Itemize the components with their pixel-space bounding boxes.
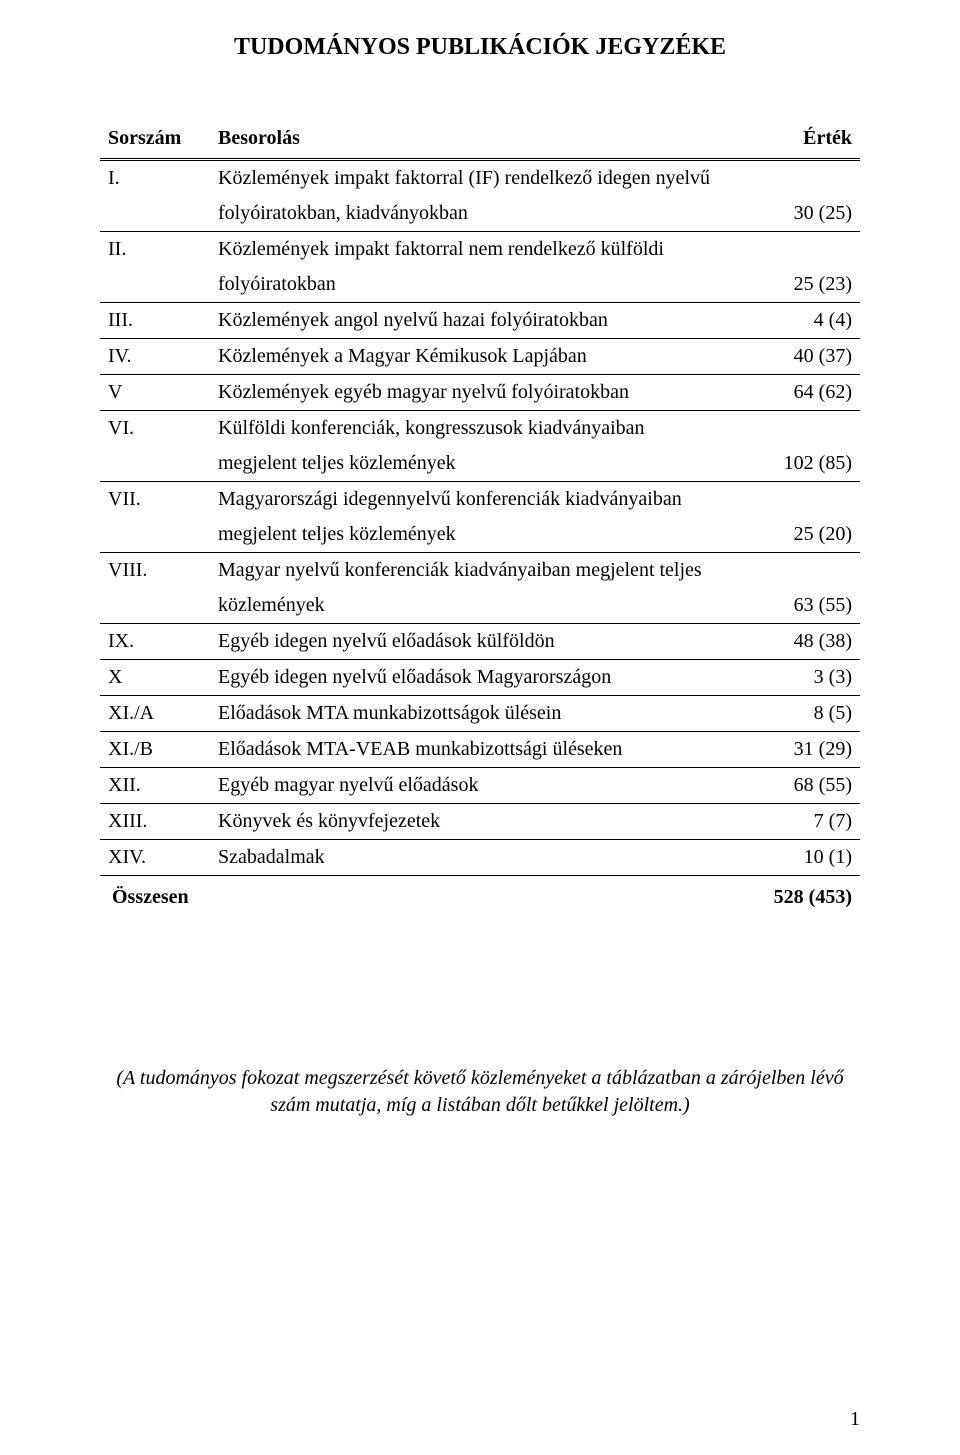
row-description: Közlemények angol nyelvű hazai folyóirat… <box>210 303 750 339</box>
header-sorszam: Sorszám <box>100 121 210 160</box>
table-row: XI./BElőadások MTA-VEAB munkabizottsági … <box>100 732 860 768</box>
row-number: VIII. <box>100 553 210 589</box>
row-number <box>100 267 210 303</box>
row-value: 68 (55) <box>750 768 860 804</box>
row-value: 63 (55) <box>750 588 860 624</box>
row-description: folyóiratokban, kiadványokban <box>210 196 750 232</box>
row-number <box>100 588 210 624</box>
row-number: XI./B <box>100 732 210 768</box>
row-description: Előadások MTA-VEAB munkabizottsági ülése… <box>210 732 750 768</box>
table-row: XEgyéb idegen nyelvű előadások Magyarors… <box>100 660 860 696</box>
row-description: Külföldi konferenciák, kongresszusok kia… <box>210 411 750 447</box>
row-description: Közlemények impakt faktorral nem rendelk… <box>210 232 750 268</box>
row-value: 48 (38) <box>750 624 860 660</box>
row-number: IV. <box>100 339 210 375</box>
row-number: XII. <box>100 768 210 804</box>
table-row: folyóiratokban25 (23) <box>100 267 860 303</box>
row-description: folyóiratokban <box>210 267 750 303</box>
row-description: Közlemények egyéb magyar nyelvű folyóira… <box>210 375 750 411</box>
row-description: Szabadalmak <box>210 840 750 876</box>
row-number: II. <box>100 232 210 268</box>
row-value: 102 (85) <box>750 446 860 482</box>
row-number <box>100 196 210 232</box>
row-description: Magyarországi idegennyelvű konferenciák … <box>210 482 750 518</box>
row-value: 25 (23) <box>750 267 860 303</box>
row-value <box>750 553 860 589</box>
table-row: VII.Magyarországi idegennyelvű konferenc… <box>100 482 860 518</box>
row-value: 3 (3) <box>750 660 860 696</box>
row-number: V <box>100 375 210 411</box>
row-number: IX. <box>100 624 210 660</box>
row-number: VI. <box>100 411 210 447</box>
total-value: 528 (453) <box>750 876 860 916</box>
row-description: Közlemények a Magyar Kémikusok Lapjában <box>210 339 750 375</box>
row-number <box>100 517 210 553</box>
row-description: Magyar nyelvű konferenciák kiadványaiban… <box>210 553 750 589</box>
row-number: I. <box>100 160 210 197</box>
row-value: 25 (20) <box>750 517 860 553</box>
row-description: Egyéb idegen nyelvű előadások Magyarorsz… <box>210 660 750 696</box>
row-value <box>750 232 860 268</box>
row-value <box>750 160 860 197</box>
total-label: Összesen <box>100 876 210 916</box>
footnote: (A tudományos fokozat megszerzését követ… <box>100 1065 860 1119</box>
row-number <box>100 446 210 482</box>
row-number: III. <box>100 303 210 339</box>
table-header-row: SorszámBesorolásÉrték <box>100 121 860 160</box>
header-ertek: Érték <box>750 121 860 160</box>
table-row: XII.Egyéb magyar nyelvű előadások68 (55) <box>100 768 860 804</box>
row-number: XIII. <box>100 804 210 840</box>
table-row: VIII.Magyar nyelvű konferenciák kiadvány… <box>100 553 860 589</box>
row-description: Egyéb idegen nyelvű előadások külföldön <box>210 624 750 660</box>
row-description: megjelent teljes közlemények <box>210 517 750 553</box>
table-row: I.Közlemények impakt faktorral (IF) rend… <box>100 160 860 197</box>
row-description: Előadások MTA munkabizottságok ülésein <box>210 696 750 732</box>
table-total-row: Összesen 528 (453) <box>100 876 860 916</box>
header-besorolas: Besorolás <box>210 121 750 160</box>
publications-table: SorszámBesorolásÉrtékI.Közlemények impak… <box>100 121 860 915</box>
row-number: XI./A <box>100 696 210 732</box>
row-value <box>750 482 860 518</box>
table-row: III.Közlemények angol nyelvű hazai folyó… <box>100 303 860 339</box>
table-row: XI./AElőadások MTA munkabizottságok ülés… <box>100 696 860 732</box>
table-row: megjelent teljes közlemények25 (20) <box>100 517 860 553</box>
row-number: X <box>100 660 210 696</box>
row-value: 7 (7) <box>750 804 860 840</box>
table-row: VI.Külföldi konferenciák, kongresszusok … <box>100 411 860 447</box>
row-number: XIV. <box>100 840 210 876</box>
table-row: IX.Egyéb idegen nyelvű előadások külföld… <box>100 624 860 660</box>
table-row: XIV.Szabadalmak10 (1) <box>100 840 860 876</box>
row-value: 10 (1) <box>750 840 860 876</box>
table-row: folyóiratokban, kiadványokban30 (25) <box>100 196 860 232</box>
table-row: megjelent teljes közlemények102 (85) <box>100 446 860 482</box>
page-number: 1 <box>850 1408 860 1431</box>
row-number: VII. <box>100 482 210 518</box>
row-description: Könyvek és könyvfejezetek <box>210 804 750 840</box>
table-row: VKözlemények egyéb magyar nyelvű folyóir… <box>100 375 860 411</box>
row-value: 64 (62) <box>750 375 860 411</box>
row-value <box>750 411 860 447</box>
row-value: 31 (29) <box>750 732 860 768</box>
row-value: 4 (4) <box>750 303 860 339</box>
page-title: TUDOMÁNYOS PUBLIKÁCIÓK JEGYZÉKE <box>100 34 860 61</box>
table-row: XIII.Könyvek és könyvfejezetek7 (7) <box>100 804 860 840</box>
row-value: 8 (5) <box>750 696 860 732</box>
row-value: 40 (37) <box>750 339 860 375</box>
row-description: Egyéb magyar nyelvű előadások <box>210 768 750 804</box>
row-description: Közlemények impakt faktorral (IF) rendel… <box>210 160 750 197</box>
table-row: II.Közlemények impakt faktorral nem rend… <box>100 232 860 268</box>
table-row: IV.Közlemények a Magyar Kémikusok Lapjáb… <box>100 339 860 375</box>
table-row: közlemények63 (55) <box>100 588 860 624</box>
row-description: közlemények <box>210 588 750 624</box>
row-value: 30 (25) <box>750 196 860 232</box>
row-description: megjelent teljes közlemények <box>210 446 750 482</box>
